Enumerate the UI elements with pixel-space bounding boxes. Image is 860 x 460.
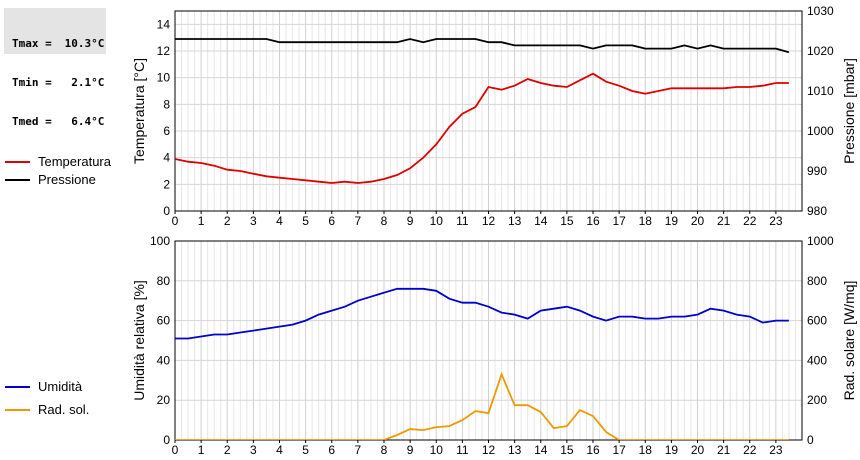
x-tick-label: 0	[172, 214, 179, 228]
x-tick-label: 4	[276, 214, 283, 228]
y-tick-label-left: 40	[157, 353, 171, 367]
x-tick-label: 2	[224, 443, 231, 457]
x-tick-label: 16	[586, 443, 600, 457]
x-tick-label: 6	[328, 214, 335, 228]
x-tick-label: 22	[743, 443, 757, 457]
grid	[174, 11, 803, 212]
y-tick-label-right: 600	[807, 314, 827, 328]
y-tick-label-left: 4	[163, 151, 170, 165]
y-tick-label-right: 0	[807, 433, 814, 447]
y-tick-label-left: 20	[157, 393, 171, 407]
y-tick-label-right: 400	[807, 353, 827, 367]
y-tick-label-right: 1030	[807, 4, 834, 18]
x-tick-label: 22	[743, 214, 757, 228]
x-tick-label: 20	[691, 443, 705, 457]
x-tick-label: 8	[381, 214, 388, 228]
y-tick-label-right: 1000	[807, 124, 834, 138]
x-tick-label: 17	[612, 214, 626, 228]
y-tick-label-left: 10	[157, 71, 171, 85]
y-tick-label-left: 100	[150, 234, 170, 248]
x-tick-label: 7	[355, 214, 362, 228]
y-tick-label-right: 800	[807, 274, 827, 288]
y-tick-label-right: 1020	[807, 44, 834, 58]
y-tick-label-left: 12	[157, 44, 171, 58]
x-tick-label: 21	[717, 443, 731, 457]
stat-tmax: Tmax = 10.3°C	[12, 37, 105, 50]
stats-box: Tmax = 10.3°C Tmin = 2.1°C Tmed = 6.4°C	[4, 8, 106, 128]
x-tick-label: 15	[560, 443, 574, 457]
x-tick-label: 21	[717, 214, 731, 228]
legend-entry: Pressione	[5, 172, 96, 187]
x-tick-label: 10	[430, 443, 444, 457]
y-tick-label-left: 14	[157, 17, 171, 31]
x-tick-label: 5	[302, 214, 309, 228]
series-line-temperatura	[175, 72, 789, 184]
y-tick-label-right: 200	[807, 393, 827, 407]
x-tick-label: 0	[172, 443, 179, 457]
legend-label: Temperatura	[38, 154, 112, 169]
y-axis-title-left: Umidità relativa [%]	[131, 280, 147, 401]
y-axis-title-right: Rad. solare [W/mq]	[841, 281, 857, 401]
y-tick-label-left: 2	[163, 177, 170, 191]
x-tick-label: 3	[250, 443, 257, 457]
y-axis-title-right: Pressione [mbar]	[841, 58, 857, 164]
legend-entry: Temperatura	[5, 154, 112, 169]
y-tick-label-right: 1010	[807, 84, 834, 98]
stat-tmin: Tmin = 2.1°C	[12, 76, 105, 89]
x-tick-label: 1	[198, 443, 205, 457]
y-tick-label-left: 0	[163, 204, 170, 218]
x-tick-label: 19	[665, 443, 679, 457]
x-tick-label: 23	[769, 443, 783, 457]
series-line-pressione	[175, 38, 790, 54]
chart-panel-1: 0 1 2 3 4 5 6 7 8 9 10 11 12 13 14 15 16 17 18 19 20 21 22 2302…	[5, 4, 857, 228]
x-tick-label: 17	[612, 443, 626, 457]
x-tick-label: 14	[534, 214, 548, 228]
legend-entry: Umidità	[5, 379, 83, 394]
x-tick-label: 19	[665, 214, 679, 228]
x-tick-label: 13	[508, 443, 522, 457]
x-tick-label: 14	[534, 443, 548, 457]
x-tick-label: 18	[639, 443, 653, 457]
x-tick-label: 12	[482, 214, 496, 228]
x-tick-label: 4	[276, 443, 283, 457]
x-tick-label: 5	[302, 443, 309, 457]
stat-tmed: Tmed = 6.4°C	[12, 115, 105, 128]
y-tick-label-left: 60	[157, 314, 171, 328]
x-tick-label: 16	[586, 214, 600, 228]
y-tick-label-left: 8	[163, 97, 170, 111]
x-tick-label: 13	[508, 214, 522, 228]
x-tick-label: 9	[407, 214, 414, 228]
x-tick-label: 2	[224, 214, 231, 228]
y-tick-label-left: 6	[163, 124, 170, 138]
legend-label: Rad. sol.	[38, 402, 89, 417]
legend-label: Umidità	[38, 379, 83, 394]
x-tick-label: 8	[381, 443, 388, 457]
x-tick-label: 10	[430, 214, 444, 228]
legend-entry: Rad. sol.	[5, 402, 89, 417]
x-tick-label: 20	[691, 214, 705, 228]
y-tick-label-right: 980	[807, 204, 827, 218]
x-tick-label: 1	[198, 214, 205, 228]
chart-panel-2: 0 1 2 3 4 5 6 7 8 9 10 11 12 13 14 15 16 17 18 19 20 21 22 2302…	[5, 234, 857, 457]
x-tick-label: 11	[456, 214, 469, 228]
x-tick-label: 18	[639, 214, 653, 228]
x-tick-label: 15	[560, 214, 574, 228]
series-line-rad-sol-	[175, 371, 789, 440]
y-tick-label-left: 0	[163, 433, 170, 447]
legend-label: Pressione	[38, 172, 96, 187]
x-tick-label: 9	[407, 443, 414, 457]
x-tick-label: 11	[456, 443, 469, 457]
y-axis-title-left: Temperatura [°C]	[131, 58, 147, 164]
y-tick-label-right: 990	[807, 164, 827, 178]
y-tick-label-left: 80	[157, 274, 171, 288]
x-tick-label: 23	[769, 214, 783, 228]
series-line-umidit-	[175, 287, 789, 340]
x-tick-label: 6	[328, 443, 335, 457]
x-tick-label: 12	[482, 443, 496, 457]
y-tick-label-right: 1000	[807, 234, 834, 248]
x-tick-label: 7	[355, 443, 362, 457]
x-tick-label: 3	[250, 214, 257, 228]
